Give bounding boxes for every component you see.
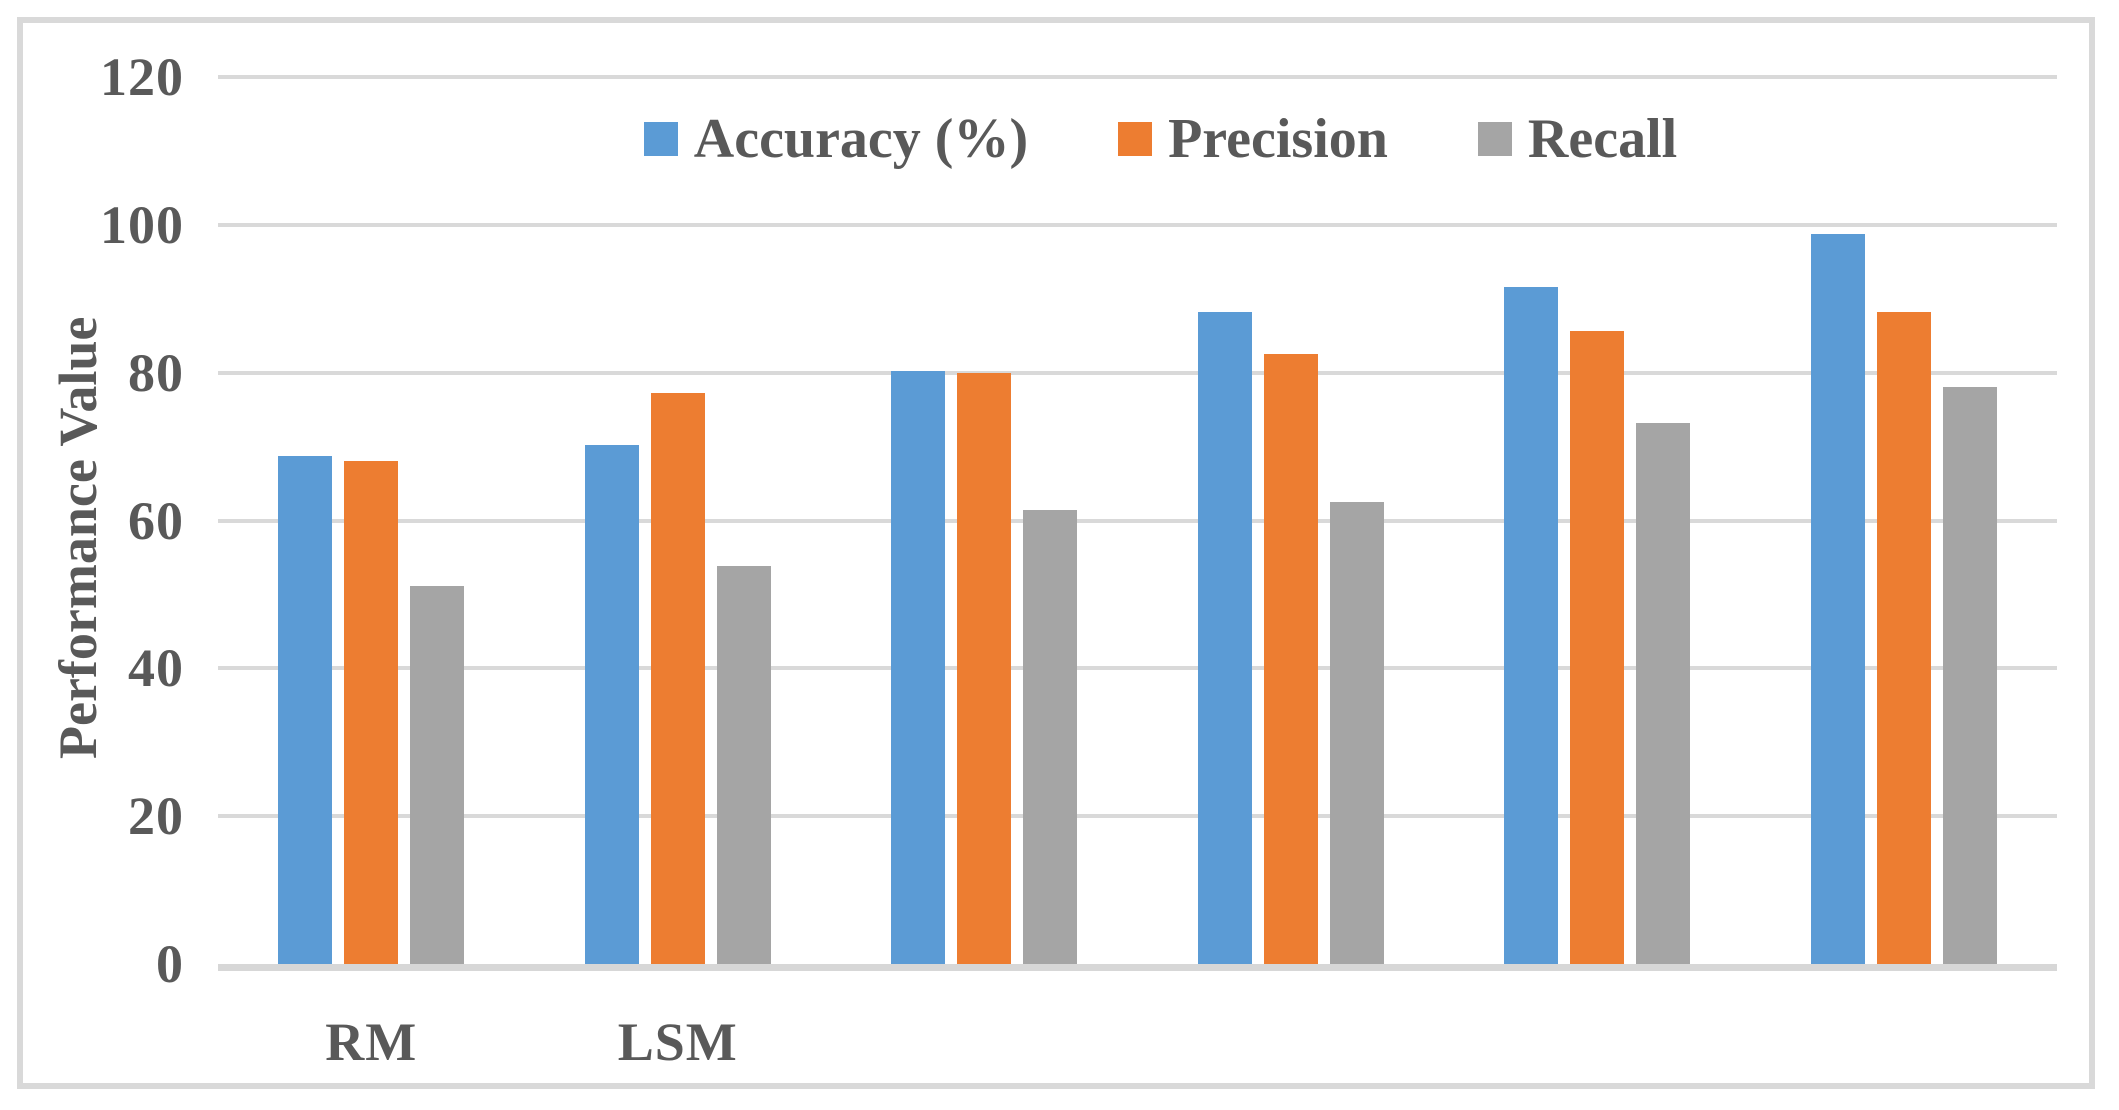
x-category-label-lsm: LSM xyxy=(617,1012,738,1072)
bar-accuracy-group3 xyxy=(891,371,946,964)
plot-area xyxy=(241,94,2080,988)
bar-recall-group6 xyxy=(1942,387,1997,964)
gridline-60 xyxy=(218,518,2057,523)
y-tick-label-80: 80 xyxy=(128,342,184,403)
bar-recall-group2-lsm xyxy=(716,566,771,964)
legend-label-recall: Recall xyxy=(1527,108,1678,170)
bar-precision-group2-lsm xyxy=(650,392,705,964)
y-tick-label-0: 0 xyxy=(156,934,184,994)
bar-accuracy-group1-rm xyxy=(278,456,333,964)
bar-recall-group1-rm xyxy=(410,586,465,964)
y-tick-label-60: 60 xyxy=(128,490,184,551)
bar-accuracy-group5 xyxy=(1504,286,1559,964)
bar-recall-group4 xyxy=(1329,502,1384,964)
gridline-40 xyxy=(218,666,2057,671)
y-tick-label-20: 20 xyxy=(128,786,184,847)
x-category-label-rm: RM xyxy=(325,1012,418,1072)
bar-precision-group5 xyxy=(1570,331,1625,964)
bar-recall-group5 xyxy=(1636,422,1691,964)
legend-label-precision: Precision xyxy=(1168,108,1388,170)
legend-swatch-accuracy xyxy=(643,122,678,156)
y-tick-label-100: 100 xyxy=(100,194,184,255)
bar-precision-group1-rm xyxy=(344,460,399,964)
bar-precision-group4 xyxy=(1263,354,1318,964)
legend-item-precision: Precision xyxy=(1118,111,1388,167)
legend-swatch-precision xyxy=(1118,122,1153,156)
gridline-100 xyxy=(218,222,2057,227)
y-tick-label-40: 40 xyxy=(128,638,184,699)
gridline-120 xyxy=(218,75,2057,79)
gridline-80 xyxy=(218,370,2057,375)
x-axis-line xyxy=(218,964,2057,971)
legend-label-accuracy: Accuracy (%) xyxy=(693,108,1029,170)
bar-accuracy-group2-lsm xyxy=(584,445,639,964)
bar-recall-group3 xyxy=(1023,510,1078,964)
legend-item-recall: Recall xyxy=(1477,108,1678,170)
bar-precision-group3 xyxy=(957,373,1012,964)
bar-accuracy-group4 xyxy=(1197,312,1252,964)
bar-precision-group6 xyxy=(1876,312,1931,964)
legend: Accuracy (%) Precision Recall xyxy=(241,111,2080,167)
gridline-20 xyxy=(218,814,2057,819)
chart-frame: Performance Value Accuracy (%) Precision R… xyxy=(17,17,2095,1089)
legend-swatch-recall xyxy=(1477,122,1512,156)
bar-accuracy-group6 xyxy=(1810,233,1865,964)
y-tick-label-120: 120 xyxy=(100,47,184,107)
legend-item-accuracy: Accuracy (%) xyxy=(643,108,1029,170)
